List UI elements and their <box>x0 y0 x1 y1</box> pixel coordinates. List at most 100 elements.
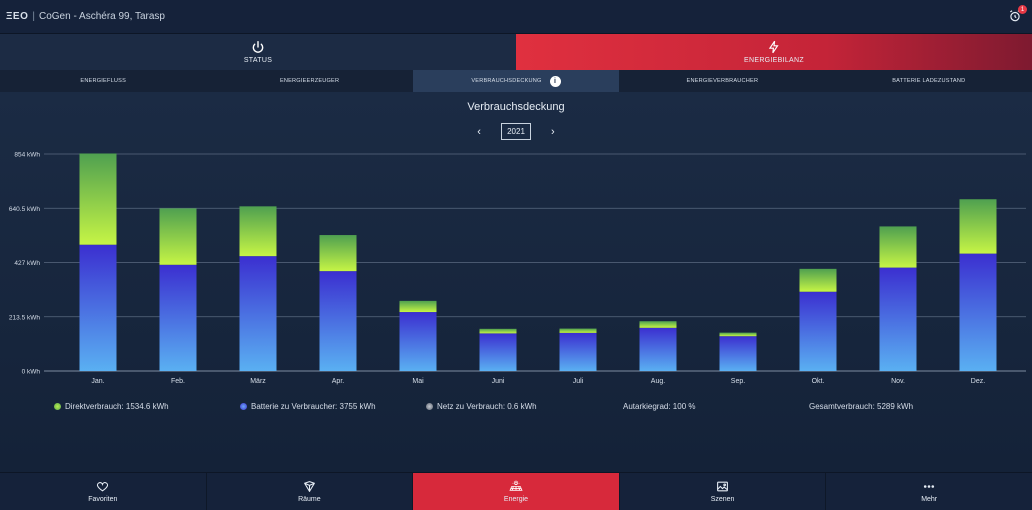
bar-direkt <box>559 328 597 333</box>
main-tabs: STATUS ENERGIEBILANZ <box>0 34 1032 70</box>
y-tick-label: 640.5 kWh <box>9 206 40 213</box>
bar-direkt <box>239 206 277 257</box>
year-navigation: ‹ 2021 › <box>0 123 1032 140</box>
bar-batterie <box>159 264 197 371</box>
heart-icon <box>97 482 109 492</box>
subtab-batterie-ladezustand[interactable]: BATTERIE LADEZUSTAND <box>826 70 1032 92</box>
tab-energiebilanz-label: ENERGIEBILANZ <box>744 57 804 64</box>
legend-batterie-label: Batterie zu Verbraucher: 3755 kWh <box>251 402 376 411</box>
bar-direkt <box>719 332 757 337</box>
legend-dot-batterie <box>240 403 247 410</box>
x-tick-label: Apr. <box>332 378 345 385</box>
nav-favoriten-label: Favoriten <box>88 496 118 503</box>
year-selector[interactable]: 2021 <box>501 123 531 140</box>
chart-legend: Direktverbrauch: 1534.6 kWh Batterie zu … <box>0 402 1032 416</box>
x-tick-label: Mai <box>412 378 424 385</box>
nav-raeume-label: Räume <box>298 496 321 503</box>
brand-separator: | <box>32 11 35 22</box>
y-tick-label: 0 kWh <box>22 369 41 376</box>
sub-tabs: ENERGIEFLUSS ENERGIEERZEUGER VERBRAUCHSD… <box>0 70 1032 92</box>
info-icon[interactable]: i <box>549 75 561 87</box>
more-dots-icon <box>924 485 935 488</box>
y-tick-label: 854 kWh <box>14 152 40 159</box>
legend-netz: Netz zu Verbrauch: 0.6 kWh <box>426 402 537 411</box>
subtab-verbrauchsdeckung[interactable]: VERBRAUCHSDECKUNG i <box>412 70 620 92</box>
nav-raeume[interactable]: Räume <box>207 473 414 510</box>
bar-direkt <box>399 300 437 313</box>
nav-energie-label: Energie <box>503 496 529 503</box>
tab-status[interactable]: STATUS <box>0 34 516 70</box>
bar-direkt <box>879 226 917 268</box>
nav-szenen-label: Szenen <box>710 496 735 503</box>
subtab-verbrauchsdeckung-label: VERBRAUCHSDECKUNG <box>471 78 542 84</box>
tab-energiebilanz[interactable]: ENERGIEBILANZ <box>516 34 1032 70</box>
image-icon <box>717 481 728 492</box>
x-tick-label: Juni <box>492 378 505 385</box>
solar-panel-icon <box>509 480 523 491</box>
bar-direkt <box>799 268 837 292</box>
bar-batterie <box>879 267 917 371</box>
x-tick-label: Juli <box>573 378 584 385</box>
bar-batterie <box>239 256 277 371</box>
bar-batterie <box>479 333 517 371</box>
subtab-energieverbraucher[interactable]: ENERGIEVERBRAUCHER <box>619 70 825 92</box>
nav-szenen[interactable]: Szenen <box>620 473 827 510</box>
x-tick-label: Sep. <box>731 378 745 385</box>
power-icon <box>252 41 264 53</box>
legend-autarkie-label: Autarkiegrad: 100 % <box>623 402 696 411</box>
alarm-button[interactable]: 1 <box>1008 5 1027 25</box>
lightning-icon <box>768 40 779 54</box>
x-tick-label: Aug. <box>651 378 665 385</box>
bottom-navigation: Favoriten Räume Energie Szenen Mehr <box>0 472 1032 510</box>
prev-year-button[interactable]: ‹ <box>477 125 481 138</box>
subtab-energieerzeuger[interactable]: ENERGIEERZEUGER <box>206 70 412 92</box>
tab-status-label: STATUS <box>243 57 273 64</box>
brand-logo: ΞEO <box>6 11 29 22</box>
legend-autarkie: Autarkiegrad: 100 % <box>623 402 696 411</box>
nav-favoriten[interactable]: Favoriten <box>0 473 207 510</box>
subtab-energiefluss-label: ENERGIEFLUSS <box>80 78 126 84</box>
bar-batterie <box>559 332 597 371</box>
legend-netz-label: Netz zu Verbrauch: 0.6 kWh <box>437 402 537 411</box>
bar-direkt <box>639 321 677 328</box>
bar-direkt <box>479 328 517 334</box>
nav-energie[interactable]: Energie <box>413 473 620 510</box>
legend-direkt: Direktverbrauch: 1534.6 kWh <box>54 402 169 411</box>
legend-batterie: Batterie zu Verbraucher: 3755 kWh <box>240 402 376 411</box>
location-title: CoGen - Aschéra 99, Tarasp <box>39 11 165 22</box>
nav-mehr-label: Mehr <box>921 496 938 503</box>
x-tick-label: Dez. <box>971 378 985 385</box>
subtab-batterie-ladezustand-label: BATTERIE LADEZUSTAND <box>892 78 966 84</box>
subtab-energieverbraucher-label: ENERGIEVERBRAUCHER <box>686 78 759 84</box>
alarm-badge: 1 <box>1018 5 1027 14</box>
subtab-energieerzeuger-label: ENERGIEERZEUGER <box>279 78 340 84</box>
y-tick-label: 427 kWh <box>14 260 40 267</box>
x-tick-label: Jan. <box>91 378 104 385</box>
bar-direkt <box>319 235 357 272</box>
bar-batterie <box>719 336 757 371</box>
bar-batterie <box>319 271 357 371</box>
main-content: Verbrauchsdeckung ‹ 2021 › 0 kWh 213.5 kW… <box>0 92 1032 472</box>
legend-gesamt: Gesamtverbrauch: 5289 kWh <box>809 402 913 411</box>
cube-icon <box>303 481 315 492</box>
x-tick-label: Okt. <box>812 378 825 385</box>
y-tick-label: 213.5 kWh <box>9 314 40 321</box>
subtab-energiefluss[interactable]: ENERGIEFLUSS <box>0 70 206 92</box>
next-year-button[interactable]: › <box>551 125 555 138</box>
legend-dot-netz <box>426 403 433 410</box>
legend-gesamt-label: Gesamtverbrauch: 5289 kWh <box>809 402 914 411</box>
bar-batterie <box>639 327 677 371</box>
brand: ΞEO | CoGen - Aschéra 99, Tarasp <box>6 11 165 22</box>
bar-batterie <box>399 312 437 371</box>
bar-direkt <box>79 153 117 245</box>
consumption-chart: 0 kWh 213.5 kWh 427 kWh 640.5 kWh 854 kWh Jan… <box>9 152 1026 385</box>
x-tick-label: Feb. <box>171 378 185 385</box>
bar-direkt <box>159 208 197 265</box>
x-tick-label: März <box>250 378 266 385</box>
nav-mehr[interactable]: Mehr <box>826 473 1032 510</box>
bar-batterie <box>799 291 837 371</box>
bar-batterie <box>959 253 997 371</box>
legend-dot-direkt <box>54 403 61 410</box>
legend-direkt-label: Direktverbrauch: 1534.6 kWh <box>65 402 169 411</box>
bar-batterie <box>79 244 117 371</box>
